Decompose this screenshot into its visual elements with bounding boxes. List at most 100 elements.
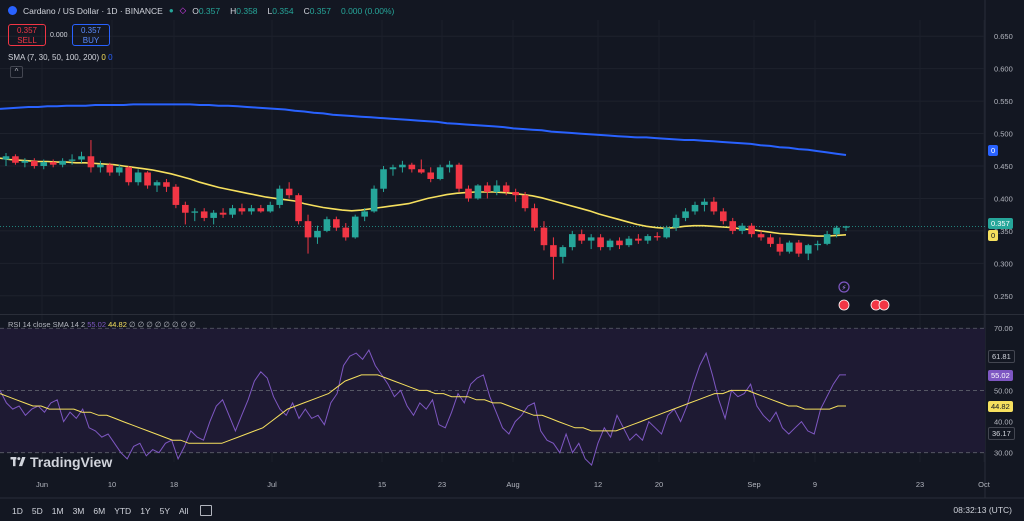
candle-body — [644, 236, 652, 241]
timeframe-3m-button[interactable]: 3M — [72, 505, 85, 516]
svg-text:⚡: ⚡ — [842, 284, 847, 292]
candle-body — [616, 240, 623, 246]
utc-clock[interactable]: 08:32:13 (UTC) — [953, 505, 1012, 515]
time-tick-label: 23 — [438, 480, 446, 489]
candle-body — [361, 211, 368, 217]
rsi-lines — [0, 348, 846, 467]
candle-body — [786, 242, 793, 252]
price-tick-label: 0.400 — [994, 194, 1013, 203]
buy-button[interactable]: 0.357 BUY — [72, 24, 110, 46]
candle-body — [200, 211, 208, 218]
timeframe-5y-button[interactable]: 5Y — [159, 505, 170, 516]
tradingview-logo-icon — [10, 457, 26, 467]
candle-body — [757, 234, 765, 238]
candle-body — [380, 169, 387, 189]
candle-body — [795, 242, 803, 254]
candle-body — [2, 156, 10, 160]
candle-body — [115, 167, 123, 173]
candle-body — [106, 164, 114, 173]
candle-body — [597, 237, 604, 248]
us-flag-icon — [838, 299, 850, 311]
candle-body — [333, 219, 340, 228]
sell-button[interactable]: 0.357 SELL — [8, 24, 46, 46]
rsi-sma-series — [0, 374, 846, 444]
timeframe-1m-button[interactable]: 1M — [51, 505, 64, 516]
candle-body — [455, 164, 463, 189]
sma-value-a: 0 — [101, 53, 106, 62]
candle-body — [257, 208, 265, 212]
eye-icon[interactable]: ● — [168, 6, 174, 15]
symbol-title[interactable]: Cardano / US Dollar · 1D · BINANCE — [23, 5, 163, 16]
buy-price: 0.357 — [80, 26, 102, 35]
candle-body — [12, 156, 19, 163]
candle-body — [474, 185, 482, 199]
candle-body — [710, 201, 718, 212]
sma-legend[interactable]: SMA (7, 30, 50, 100, 200) 0 0 — [8, 53, 113, 62]
time-tick-label: 23 — [916, 480, 924, 489]
candle-body — [776, 243, 784, 252]
rsi-tick-label: 50.00 — [994, 386, 1013, 395]
candle-body — [21, 160, 29, 163]
candle-body — [59, 160, 66, 165]
time-tick-label: 15 — [378, 480, 386, 489]
candle-body — [823, 234, 831, 244]
timeframe-5d-button[interactable]: 5D — [31, 505, 43, 516]
pane-separator[interactable] — [0, 314, 1024, 315]
price-tick-label: 0.300 — [994, 259, 1013, 268]
candle-body — [399, 164, 406, 168]
candle-body — [606, 240, 614, 248]
candle-body — [663, 227, 670, 238]
timeframe-1y-button[interactable]: 1Y — [140, 505, 151, 516]
rsi-value-tag: 55.02 — [988, 370, 1013, 381]
rsi-tick-label: 70.00 — [994, 324, 1013, 333]
candle-body — [833, 227, 840, 235]
price-tick-label: 0.350 — [994, 227, 1013, 236]
spread-value: 0.000 — [50, 32, 68, 39]
candle-body — [587, 237, 595, 241]
candle-body — [295, 195, 302, 222]
timeframe-all-button[interactable]: All — [179, 505, 189, 516]
time-tick-label: Sep — [747, 480, 760, 489]
change-value: 0.000 (0.00%) — [340, 5, 395, 16]
candle-body — [248, 208, 255, 212]
candle-body — [767, 237, 774, 244]
candle-body — [304, 221, 312, 238]
collapse-legend-button[interactable]: ^ — [10, 66, 23, 78]
candle-body — [238, 208, 246, 212]
candle-body — [172, 186, 180, 205]
buy-label: BUY — [82, 36, 100, 45]
candle-body — [729, 221, 737, 231]
tradingview-logo[interactable]: TradingView — [10, 454, 112, 470]
timeframe-ytd-button[interactable]: YTD — [114, 505, 132, 516]
candle-body — [531, 208, 538, 228]
candle-body — [285, 188, 293, 196]
sma200-series — [0, 103, 847, 156]
price-tick-label: 0.650 — [994, 32, 1013, 41]
rsi-tick-label: 40.00 — [994, 418, 1013, 427]
candle-body — [323, 219, 331, 231]
time-tick-label: Oct — [978, 480, 991, 489]
symbol-legend: Cardano / US Dollar · 1D · BINANCE ● ◇ O… — [8, 5, 398, 16]
candle-body — [49, 162, 57, 165]
event-markers[interactable]: ⚡ — [838, 281, 890, 311]
timeframe-6m-button[interactable]: 6M — [93, 505, 106, 516]
us-flag-icon — [878, 299, 890, 311]
sma50-line — [0, 157, 847, 237]
candle-body — [87, 156, 95, 168]
calendar-icon[interactable] — [200, 505, 213, 516]
candle-body — [125, 167, 132, 183]
low-value: 0.354 — [272, 5, 294, 16]
candle-body — [314, 230, 321, 238]
candle-body — [342, 227, 350, 238]
candle-body — [653, 236, 661, 238]
candles — [2, 140, 850, 280]
candle-body — [78, 156, 85, 160]
timeframe-1d-button[interactable]: 1D — [12, 505, 23, 516]
rsi-legend[interactable]: RSI 14 close SMA 14 2 55.02 44.82 ∅ ∅ ∅ … — [8, 320, 196, 329]
candle-body — [484, 185, 491, 192]
rsi-tick-label: 30.00 — [994, 449, 1013, 458]
candle-body — [465, 188, 472, 199]
price-tick-label: 0.450 — [994, 162, 1013, 171]
share-icon[interactable]: ◇ — [179, 5, 187, 15]
